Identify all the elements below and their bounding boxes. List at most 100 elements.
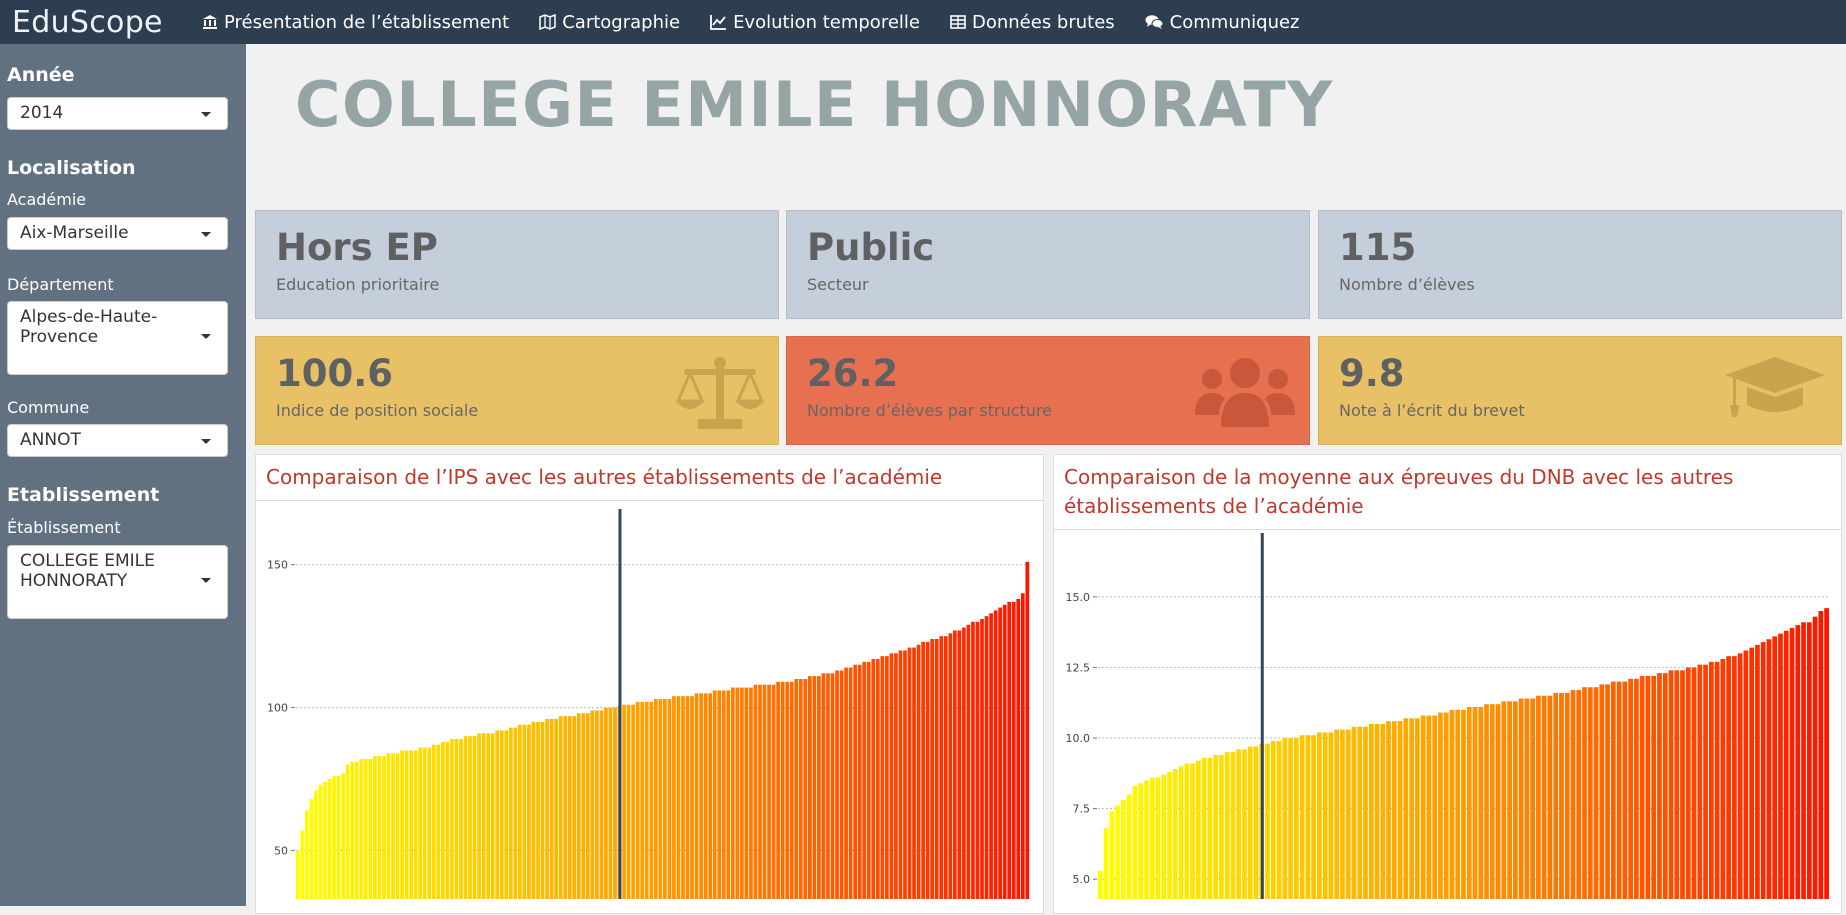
bar[interactable] <box>690 696 694 899</box>
bar[interactable] <box>848 667 853 899</box>
bar[interactable] <box>1616 681 1622 899</box>
bar[interactable] <box>740 687 744 899</box>
bar[interactable] <box>1449 709 1455 899</box>
bar[interactable] <box>1570 690 1576 899</box>
bar[interactable] <box>431 744 436 899</box>
bar[interactable] <box>522 724 527 899</box>
bar[interactable] <box>753 684 758 899</box>
bar[interactable] <box>984 616 989 899</box>
bar[interactable] <box>1645 675 1651 899</box>
bar[interactable] <box>527 724 531 899</box>
bar[interactable] <box>1363 726 1368 899</box>
bar[interactable] <box>1374 723 1380 899</box>
bar[interactable] <box>703 693 708 899</box>
bar[interactable] <box>363 759 368 899</box>
bar[interactable] <box>1703 664 1708 899</box>
bar[interactable] <box>368 759 373 899</box>
bar[interactable] <box>708 693 713 899</box>
bar[interactable] <box>1155 777 1161 899</box>
bar[interactable] <box>1484 704 1489 899</box>
bar[interactable] <box>1714 661 1720 899</box>
nav-evolution[interactable]: Evolution temporelle <box>710 12 920 33</box>
bar[interactable] <box>1426 715 1432 899</box>
bar[interactable] <box>490 733 495 899</box>
bar[interactable] <box>1190 763 1195 899</box>
bar[interactable] <box>1265 743 1270 899</box>
bar[interactable] <box>993 610 998 899</box>
bar[interactable] <box>323 781 327 899</box>
bar[interactable] <box>1403 718 1409 899</box>
bar[interactable] <box>341 773 346 899</box>
bar[interactable] <box>314 790 318 899</box>
bar[interactable] <box>1726 656 1731 899</box>
bar[interactable] <box>1812 616 1818 899</box>
bar[interactable] <box>653 699 658 899</box>
bar[interactable] <box>1293 738 1299 899</box>
bar[interactable] <box>758 684 762 899</box>
bar[interactable] <box>989 613 993 899</box>
bar[interactable] <box>780 681 785 899</box>
bar[interactable] <box>726 690 731 899</box>
bar[interactable] <box>1472 707 1478 899</box>
bar[interactable] <box>613 707 617 899</box>
app-brand[interactable]: EduScope <box>12 4 163 40</box>
bar[interactable] <box>1743 650 1749 899</box>
bar[interactable] <box>1749 647 1755 899</box>
bar[interactable] <box>730 687 735 899</box>
bar[interactable] <box>663 699 667 899</box>
bar[interactable] <box>1628 678 1633 899</box>
bar[interactable] <box>830 673 835 899</box>
bar[interactable] <box>599 710 604 899</box>
nav-communiquez[interactable]: Communiquez <box>1145 12 1300 33</box>
bar[interactable] <box>1547 695 1553 899</box>
bar[interactable] <box>1432 715 1438 899</box>
bar[interactable] <box>445 741 450 899</box>
bar[interactable] <box>966 624 971 899</box>
bar[interactable] <box>676 696 681 899</box>
bar[interactable] <box>1386 721 1391 899</box>
bar[interactable] <box>1559 692 1564 899</box>
bar[interactable] <box>1167 771 1172 899</box>
bar[interactable] <box>975 621 980 899</box>
bar[interactable] <box>1720 659 1726 899</box>
bar[interactable] <box>1766 639 1772 899</box>
departement-select[interactable]: Alpes-de-Haute-Provence <box>7 301 228 375</box>
bar[interactable] <box>440 741 445 899</box>
nav-cartographie[interactable]: Cartographie <box>539 12 680 33</box>
bar[interactable] <box>1634 678 1639 899</box>
bar[interactable] <box>667 699 672 899</box>
bar[interactable] <box>1524 698 1530 899</box>
bar[interactable] <box>454 739 459 899</box>
bar[interactable] <box>644 701 649 899</box>
bar[interactable] <box>735 687 740 899</box>
bar[interactable] <box>1806 622 1812 899</box>
bar[interactable] <box>595 710 599 899</box>
bar[interactable] <box>934 639 939 899</box>
bar[interactable] <box>1391 721 1397 899</box>
bar[interactable] <box>1507 701 1512 899</box>
bar[interactable] <box>943 636 948 899</box>
bar[interactable] <box>1178 766 1184 899</box>
bar[interactable] <box>821 673 826 899</box>
bar[interactable] <box>717 690 722 899</box>
bar[interactable] <box>604 707 608 899</box>
bar[interactable] <box>1242 749 1247 899</box>
bar[interactable] <box>395 753 400 899</box>
bar[interactable] <box>962 627 966 899</box>
bar[interactable] <box>1351 726 1357 899</box>
bar[interactable] <box>427 747 432 899</box>
bar[interactable] <box>1576 690 1582 899</box>
bar[interactable] <box>1103 828 1109 899</box>
bar[interactable] <box>1541 695 1547 899</box>
bar[interactable] <box>468 736 472 899</box>
bar[interactable] <box>1657 673 1662 899</box>
bar[interactable] <box>508 727 513 899</box>
bar[interactable] <box>1801 622 1806 899</box>
bar[interactable] <box>622 704 626 899</box>
bar[interactable] <box>558 716 563 899</box>
bar[interactable] <box>1518 698 1524 899</box>
bar[interactable] <box>1587 687 1593 899</box>
bar[interactable] <box>1357 726 1363 899</box>
bar[interactable] <box>1002 604 1007 899</box>
bar[interactable] <box>1253 746 1259 899</box>
